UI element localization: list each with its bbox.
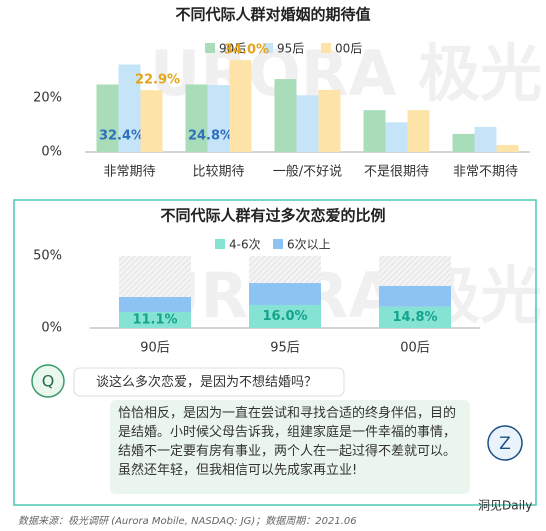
bar bbox=[296, 95, 319, 152]
value-label: 32.4% bbox=[99, 129, 144, 144]
bar bbox=[496, 144, 519, 152]
bar bbox=[385, 122, 408, 152]
bar-segment bbox=[119, 312, 191, 328]
z-avatar: Z bbox=[499, 434, 511, 454]
bar bbox=[207, 85, 230, 152]
question-bubble bbox=[73, 367, 345, 397]
bar bbox=[140, 90, 163, 152]
y-tick-label: 20% bbox=[33, 91, 62, 106]
legend-swatch bbox=[215, 239, 225, 249]
x-tick-label: 95后 bbox=[270, 341, 300, 356]
x-tick-label: 非常不期待 bbox=[453, 165, 518, 180]
bar bbox=[452, 133, 475, 152]
legend-swatch bbox=[321, 43, 331, 53]
legend-label: 00后 bbox=[335, 42, 362, 56]
y-tick-label: 0% bbox=[41, 321, 62, 336]
legend-label: 6次以上 bbox=[287, 238, 331, 252]
value-label: 11.1% bbox=[132, 313, 177, 328]
legend-swatch bbox=[205, 43, 215, 53]
legend-swatch bbox=[263, 43, 273, 53]
value-label: 34.0% bbox=[224, 43, 269, 58]
bar bbox=[96, 84, 119, 152]
source: 数据来源：极光调研 (Aurora Mobile, NASDAQ: JG)；数据… bbox=[18, 515, 357, 527]
x-tick-label: 一般/不好说 bbox=[273, 164, 342, 180]
bar-segment bbox=[249, 283, 321, 305]
x-tick-label: 非常期待 bbox=[103, 165, 155, 180]
legend-label: 90后 bbox=[219, 42, 246, 56]
y-tick-label: 0% bbox=[41, 145, 62, 160]
chart-title: 不同代际人群对婚姻的期待值 bbox=[175, 6, 370, 24]
legend-swatch bbox=[273, 239, 283, 249]
brand: 洞见Daily bbox=[478, 499, 532, 513]
value-label: 24.8% bbox=[188, 129, 233, 144]
bar-segment bbox=[119, 297, 191, 313]
chart-title: 不同代际人群有过多次恋爱的比例 bbox=[160, 207, 385, 225]
answer-bubble bbox=[110, 400, 470, 494]
legend-label: 95后 bbox=[277, 42, 304, 56]
bar bbox=[118, 64, 141, 152]
y-tick-label: 50% bbox=[33, 249, 62, 264]
bar bbox=[229, 60, 252, 153]
bar-segment bbox=[379, 285, 451, 307]
watermark: URORA 极光 bbox=[150, 259, 542, 332]
value-label: 22.9% bbox=[135, 73, 180, 88]
q-avatar: Q bbox=[42, 372, 55, 391]
bar-segment bbox=[249, 304, 321, 328]
question: 谈这么多次恋爱，是因为不想结婚吗？ bbox=[96, 375, 318, 390]
panel-border bbox=[13, 199, 537, 506]
value-label: 16.0% bbox=[262, 309, 307, 324]
legend-label: 4-6次 bbox=[229, 238, 261, 252]
bar bbox=[274, 79, 297, 152]
bar-segment bbox=[379, 306, 451, 328]
bar bbox=[318, 89, 341, 152]
x-tick-label: 90后 bbox=[140, 341, 170, 356]
bar bbox=[363, 110, 386, 152]
answer: 恰恰相反，是因为一直在尝试和寻找合适的终身伴侣，目的是结婚。小时候父母告诉我，组… bbox=[118, 406, 457, 478]
x-tick-label: 比较期待 bbox=[192, 165, 244, 180]
x-tick-label: 不是很期待 bbox=[364, 165, 429, 180]
q-avatar-circle bbox=[31, 364, 65, 398]
bar bbox=[185, 84, 208, 152]
x-tick-label: 00后 bbox=[400, 341, 430, 356]
bar bbox=[407, 110, 430, 152]
bar bbox=[474, 126, 497, 152]
z-avatar-circle bbox=[487, 425, 523, 461]
value-label: 14.8% bbox=[392, 310, 437, 325]
